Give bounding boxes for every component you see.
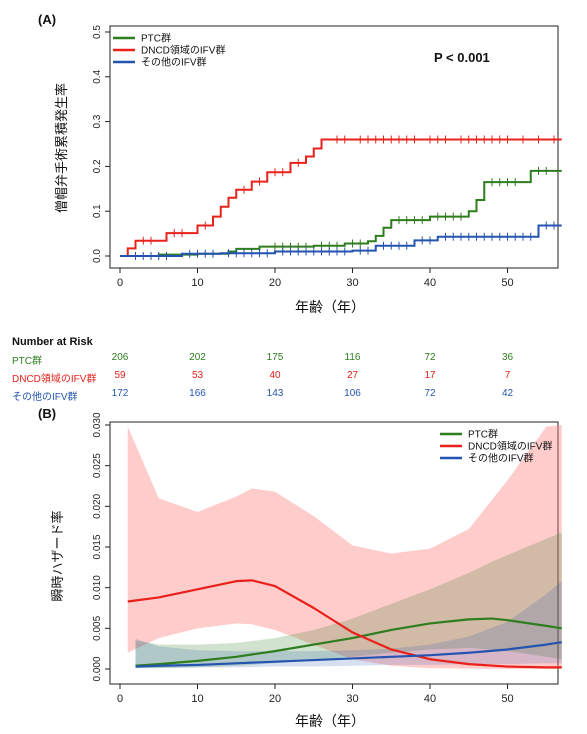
panel-a-series	[120, 135, 562, 260]
panel-a-legend-label: その他のIFV群	[141, 56, 207, 69]
panel-b-legend-label: その他のIFV群	[468, 452, 534, 465]
panel-a-y-tick-label: 0.4	[92, 69, 103, 83]
panel-b-y-tick-label: 0.030	[92, 412, 103, 437]
panel-a-y-tick-label: 0.0	[92, 249, 103, 263]
panel-a-y-axis: 0.0 0.1 0.2 0.3 0.4 0.5	[92, 25, 110, 263]
panel-a-x-axis: 0 10 20 30 40 50	[117, 268, 514, 289]
confidence-band	[127, 425, 562, 669]
panel-a-x-tick-label: 0	[117, 277, 123, 289]
panel-b-x-tick-label: 10	[191, 693, 203, 705]
panel-a: (A) 0.0 0.1 0.2 0.3 0.4 0.5 0 10 20 30 40 50 PTC群D…	[38, 12, 562, 315]
panel-b-y-tick-label: 0.015	[92, 534, 103, 559]
panel-b-y-tick-label: 0.005	[92, 615, 103, 640]
km-step-line	[120, 138, 562, 257]
hazard-line	[135, 641, 562, 668]
km-step-line	[120, 169, 562, 257]
risk-cell: 40	[269, 370, 281, 381]
risk-row-label: DNCD領域のIFV群	[12, 374, 97, 385]
risk-cell: 116	[344, 352, 361, 363]
risk-cell: 42	[501, 388, 514, 399]
risk-cell: 166	[189, 388, 206, 399]
panel-b-label: (B)	[38, 406, 56, 421]
panel-a-legend-label: DNCD領域のIFV群	[141, 44, 225, 57]
panel-b-legend-label: PTC群	[468, 428, 498, 441]
risk-cell: 36	[501, 352, 514, 363]
risk-cell: 175	[266, 352, 284, 363]
risk-table-title: Number at Risk	[12, 336, 93, 348]
risk-row-label: PTC群	[12, 356, 42, 367]
panel-a-x-tick-label: 50	[501, 277, 513, 289]
panel-b-y-axis: 0.000 0.005 0.010 0.015 0.020 0.025 0.030	[92, 412, 110, 682]
panel-a-y-tick-label: 0.5	[92, 25, 103, 39]
panel-a-x-tick-label: 20	[269, 277, 281, 289]
risk-cell: 143	[266, 388, 284, 399]
panel-b-legend-label: DNCD領域のIFV群	[468, 440, 552, 453]
panel-b-series	[127, 425, 562, 669]
panel-b-y-label: 瞬時ハザード率	[50, 510, 65, 601]
panel-b-y-tick-label: 0.020	[92, 493, 103, 518]
panel-b-x-label: 年齢（年）	[295, 713, 365, 729]
panel-b-plot-frame	[109, 421, 559, 685]
km-step-line	[120, 224, 562, 257]
risk-cell: 7	[504, 370, 511, 381]
risk-cell: 17	[424, 370, 436, 381]
confidence-band	[135, 581, 562, 669]
panel-b-x-tick-label: 50	[501, 693, 513, 705]
panel-a-y-tick-label: 0.1	[92, 204, 103, 218]
panel-b-x-tick-label: 40	[424, 693, 436, 705]
panel-b: (B) 0.0000.0050.0100.0150.0200.0250.030 …	[38, 406, 562, 729]
panel-b-y-tick-label: 0.010	[92, 575, 103, 600]
risk-cell: 59	[114, 370, 126, 381]
risk-cell: 53	[191, 370, 204, 381]
panel-a-plot-frame	[109, 25, 559, 269]
panel-a-label: (A)	[38, 12, 56, 27]
panel-a-legend-label: PTC群	[141, 32, 171, 45]
p-value-annotation: P < 0.001	[434, 50, 490, 65]
panel-b-y-tick-label: 0.000	[92, 656, 103, 681]
panel-b-x-axis: 0 10 20 30 40 50	[117, 684, 514, 705]
panel-a-x-label: 年齢（年）	[295, 299, 365, 315]
risk-row-label: その他のIFV群	[12, 392, 78, 403]
panel-a-y-tick-label: 0.2	[92, 159, 103, 173]
risk-cell: 202	[189, 352, 206, 363]
panel-b-y-tick-label: 0.025	[92, 453, 103, 478]
panel-a-y-label: 僧帽弁手術累積発生率	[54, 83, 69, 213]
panel-b-x-tick-label: 0	[117, 693, 123, 705]
hazard-line	[135, 617, 562, 667]
risk-cell: 172	[111, 388, 129, 399]
risk-cell: 27	[346, 370, 359, 381]
confidence-band	[135, 532, 562, 669]
panel-a-y-tick-label: 0.3	[92, 114, 103, 128]
panel-a-x-tick-label: 40	[424, 277, 436, 289]
panel-b-x-tick-label: 20	[269, 693, 281, 705]
risk-cell: 206	[111, 352, 129, 363]
hazard-line	[127, 579, 562, 669]
risk-cell: 72	[424, 352, 436, 363]
risk-cell: 72	[424, 388, 436, 399]
panel-a-x-tick-label: 30	[346, 277, 358, 289]
panel-b-x-tick-label: 30	[346, 693, 358, 705]
panel-a-x-tick-label: 10	[191, 277, 203, 289]
risk-cell: 106	[344, 388, 361, 399]
